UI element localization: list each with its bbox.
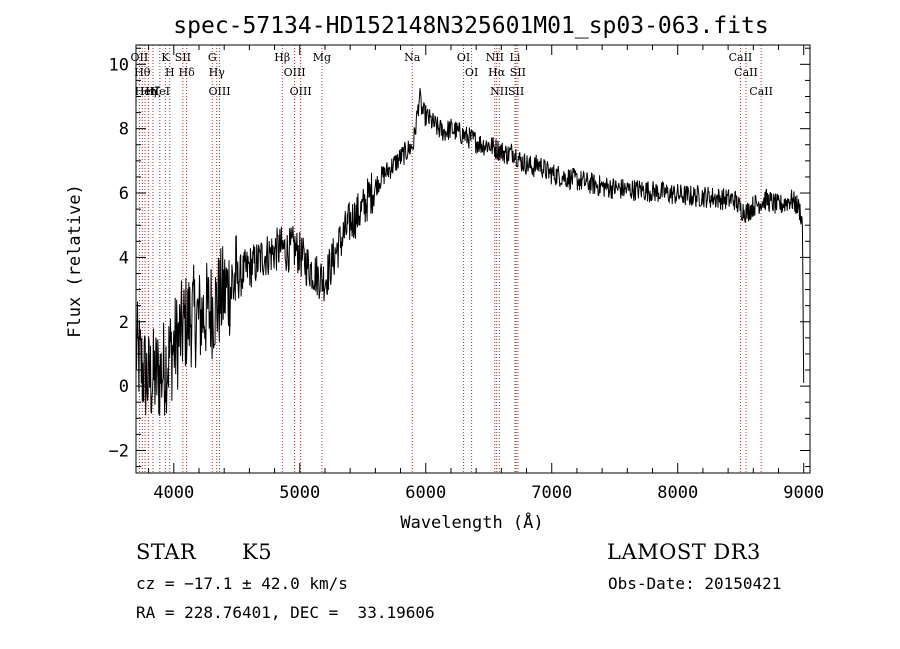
line-label-1: Hθ — [134, 66, 151, 79]
y-tick-label-1: 0 — [119, 377, 129, 397]
y-axis: −2 0 2 4 6 8 10 — [109, 47, 810, 468]
line-label-5: HeI — [150, 85, 170, 98]
plot-frame — [135, 44, 811, 474]
obs-date: Obs-Date: 20150421 — [608, 574, 782, 593]
survey-name: LAMOST DR3 — [607, 540, 761, 564]
line-label-9: Hδ — [179, 66, 196, 79]
line-label-20: NII — [486, 51, 504, 64]
line-label-19: OI — [465, 66, 478, 79]
line-label-27: CaII — [734, 66, 758, 79]
chart-title: spec-57134-HD152148N325601M01_sp03-063.f… — [173, 13, 768, 39]
y-tick-label-4: 6 — [119, 184, 129, 204]
emission-line-markers — [138, 45, 762, 473]
line-label-13: Hβ — [274, 51, 290, 64]
line-label-6: K — [161, 51, 170, 64]
y-tick-label-0: −2 — [109, 441, 129, 461]
x-tick-label-0: 4000 — [153, 483, 194, 503]
x-tick-label-1: 5000 — [279, 483, 320, 503]
redshift-cz: cz = −17.1 ± 42.0 km/s — [136, 574, 348, 593]
x-axis-label: Wavelength (Å) — [400, 511, 543, 533]
line-label-4: Hζ — [145, 85, 161, 98]
line-label-17: Na — [404, 51, 421, 64]
line-label-2: HeI — [135, 85, 155, 98]
y-tick-label-5: 8 — [119, 120, 129, 140]
object-subclass: K5 — [242, 540, 273, 564]
x-tick-label-2: 6000 — [405, 483, 446, 503]
line-label-25: SII — [510, 66, 526, 79]
x-tick-label-3: 7000 — [531, 483, 572, 503]
line-label-22: NII — [490, 85, 508, 98]
line-label-10: G — [208, 51, 217, 64]
y-tick-label-2: 2 — [119, 313, 129, 333]
line-label-16: Mg — [313, 51, 331, 64]
x-tick-label-4: 8000 — [657, 483, 698, 503]
line-label-0: OII — [131, 51, 149, 64]
y-tick-label-3: 4 — [119, 248, 129, 268]
line-label-8: SII — [175, 51, 191, 64]
line-label-24: SII — [508, 85, 524, 98]
object-class: STAR — [136, 540, 197, 564]
line-label-7: H — [165, 66, 175, 79]
spectrum-line — [135, 88, 805, 417]
line-label-3: Hη — [140, 85, 156, 98]
y-axis-label: Flux (relative) — [65, 184, 85, 338]
line-label-15: OIII — [290, 85, 312, 98]
x-axis: 4000 5000 6000 7000 8000 9000 — [148, 45, 824, 503]
ra-dec: RA = 228.76401, DEC = 33.19606 — [136, 603, 435, 622]
line-label-23: Li — [510, 51, 521, 64]
y-tick-label-6: 10 — [109, 55, 129, 75]
line-label-12: OIII — [208, 85, 230, 98]
emission-line-labels: OIIHθHeIHηHζHeIKHSIIHδGHγOIIIHβOIIIOIIIM… — [131, 51, 773, 98]
x-tick-label-5: 9000 — [783, 483, 824, 503]
line-label-14: OIII — [284, 66, 306, 79]
line-label-28: CaII — [749, 85, 773, 98]
line-label-26: CaII — [729, 51, 753, 64]
line-label-11: Hγ — [209, 66, 226, 79]
line-label-18: OI — [457, 51, 470, 64]
line-label-21: Hα — [488, 66, 506, 79]
